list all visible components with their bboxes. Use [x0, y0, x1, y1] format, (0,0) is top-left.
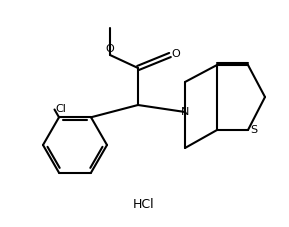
Text: N: N: [181, 107, 189, 117]
Text: O: O: [171, 49, 180, 59]
Text: O: O: [105, 44, 114, 54]
Text: S: S: [250, 125, 257, 135]
Text: Cl: Cl: [55, 104, 66, 114]
Text: HCl: HCl: [133, 198, 155, 212]
